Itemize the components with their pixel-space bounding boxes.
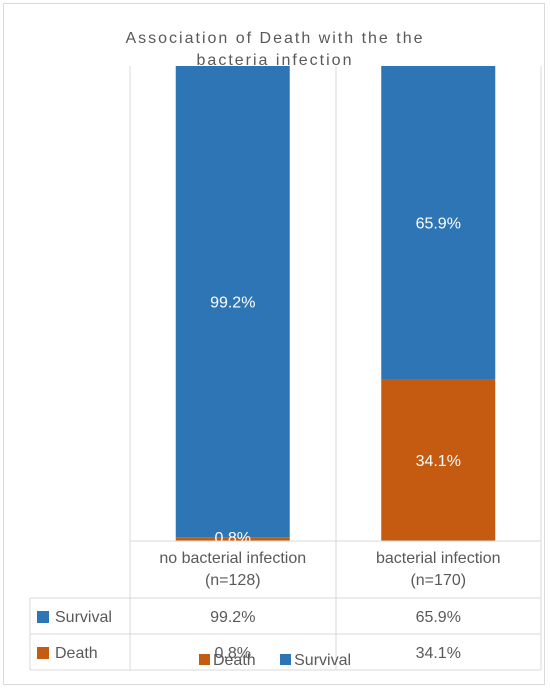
legend-swatch-survival [280,654,292,665]
chart-title: Association of Death with the the bacter… [125,30,425,69]
table-row-label-survival: Survival [55,609,112,626]
category-label-0-1: (n=128) [205,572,261,589]
table-cell-death-0: 0.8% [215,645,251,662]
bar-death-0 [175,537,290,541]
data-label-survival-1: 65.9% [416,216,461,233]
table-row-label-death: Death [55,645,98,662]
table-key-survival [37,611,49,623]
data-label-death-1: 34.1% [416,453,461,470]
table-cell-death-1: 34.1% [416,645,461,662]
category-label-1-0: bacterial infection [376,550,501,567]
category-label-0-0: no bacterial infection [159,550,306,567]
legend-label-death: Death [212,652,256,669]
bar-death-1 [381,379,496,541]
table-cell-survival-0: 99.2% [210,609,255,626]
bar-survival-0 [175,66,290,538]
legend-item-survival: Survival [280,652,351,670]
legend-item-death: Death [198,652,256,670]
chart-frame [3,3,545,685]
category-label-1-1: (n=170) [410,572,466,589]
table-key-death [37,647,49,659]
legend-label-survival: Survival [294,652,352,669]
legend-swatch-death [198,654,210,665]
table-cell-survival-1: 65.9% [416,609,461,626]
data-label-survival-0: 99.2% [210,295,255,312]
chart-legend: Death Survival [0,652,550,670]
bar-survival-1 [381,66,496,380]
data-label-death-0: 0.8% [215,530,251,547]
